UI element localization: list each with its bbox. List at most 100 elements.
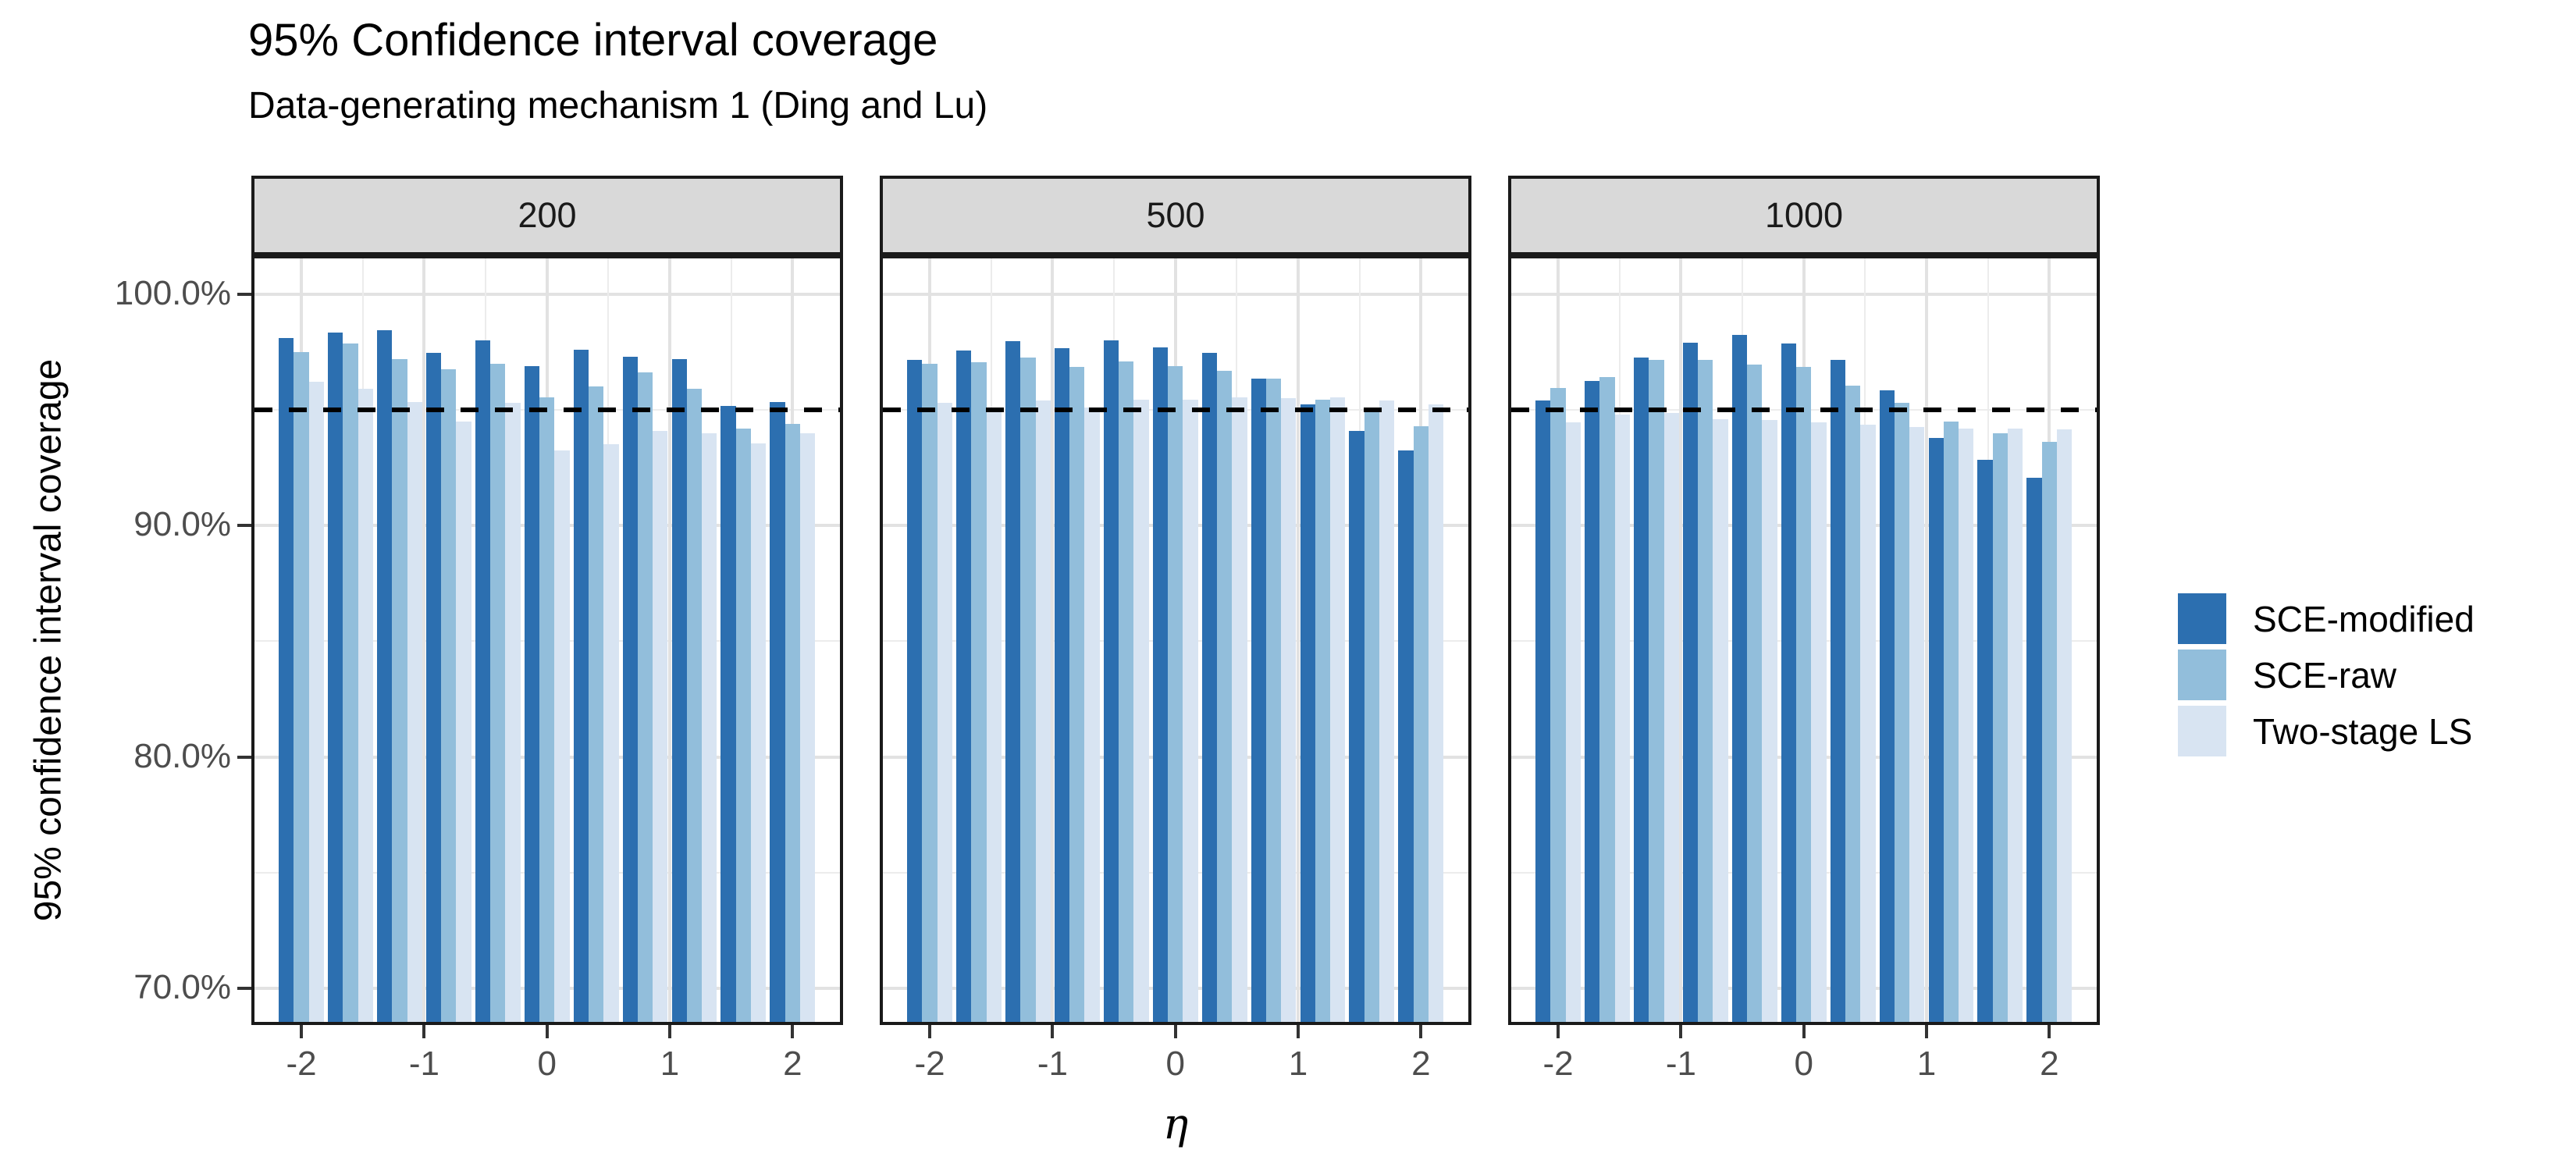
bar-sce-modified bbox=[770, 401, 785, 1022]
x-tick-mark bbox=[300, 1025, 304, 1038]
bar-sce-raw bbox=[1119, 361, 1134, 1022]
x-tick-mark bbox=[928, 1025, 932, 1038]
bar-sce-raw bbox=[735, 428, 752, 1022]
bar-sce-modified bbox=[1682, 342, 1699, 1022]
x-tick-label: 2 bbox=[783, 1045, 802, 1083]
bar-sce-modified bbox=[720, 406, 736, 1022]
x-tick-mark bbox=[1419, 1025, 1423, 1038]
y-tick-label: 100.0% bbox=[114, 273, 231, 312]
y-tick-mark bbox=[237, 987, 251, 991]
bar-sce-raw bbox=[1315, 399, 1331, 1022]
bar-two-stage-ls bbox=[1379, 400, 1395, 1022]
bar-sce-modified bbox=[1731, 334, 1748, 1022]
bar-sce-modified bbox=[475, 340, 491, 1022]
x-tick-label: -2 bbox=[286, 1045, 317, 1083]
x-tick-label: -2 bbox=[1542, 1045, 1574, 1083]
bar-two-stage-ls bbox=[358, 389, 373, 1022]
reference-line-95 bbox=[1511, 407, 2097, 412]
bar-sce-raw bbox=[1845, 385, 1861, 1022]
legend-swatch-sce-raw bbox=[2178, 650, 2226, 700]
bar-sce-raw bbox=[785, 423, 800, 1022]
y-tick-label: 70.0% bbox=[133, 968, 231, 1007]
bar-two-stage-ls bbox=[1959, 428, 1974, 1022]
bar-sce-modified bbox=[1005, 341, 1021, 1022]
x-tick-label: -1 bbox=[408, 1045, 439, 1083]
bar-sce-modified bbox=[376, 329, 393, 1022]
bar-sce-raw bbox=[1265, 378, 1282, 1022]
legend-label: Two-stage LS bbox=[2253, 710, 2473, 752]
x-tick-mark bbox=[1051, 1025, 1055, 1038]
bar-two-stage-ls bbox=[1762, 420, 1777, 1022]
bar-sce-raw bbox=[1069, 367, 1085, 1022]
bar-two-stage-ls bbox=[1663, 413, 1679, 1022]
facet-strip: 200 bbox=[251, 176, 843, 255]
bar-two-stage-ls bbox=[603, 444, 619, 1022]
x-tick-mark bbox=[545, 1025, 549, 1038]
plot-title: 95% Confidence interval coverage bbox=[248, 15, 938, 66]
bar-sce-modified bbox=[1201, 353, 1217, 1022]
legend-entry: Two-stage LS bbox=[2178, 706, 2475, 756]
x-tick-mark bbox=[1679, 1025, 1683, 1038]
bar-sce-raw bbox=[441, 369, 457, 1022]
bar-two-stage-ls bbox=[1614, 414, 1630, 1022]
bar-sce-raw bbox=[1747, 365, 1763, 1022]
bar-sce-raw bbox=[539, 397, 555, 1022]
bar-two-stage-ls bbox=[407, 401, 422, 1022]
bar-sce-raw bbox=[1992, 432, 2008, 1022]
x-tick-mark bbox=[2048, 1025, 2051, 1038]
gridline-vertical-major bbox=[668, 258, 671, 1022]
y-axis-title: 95% confidence interval coverage bbox=[27, 358, 69, 922]
reference-line-95 bbox=[883, 407, 1468, 412]
bar-two-stage-ls bbox=[1232, 397, 1247, 1022]
legend-swatch-sce-modified bbox=[2178, 593, 2226, 644]
bar-sce-modified bbox=[1152, 347, 1169, 1022]
y-tick-label: 90.0% bbox=[133, 505, 231, 544]
bar-sce-modified bbox=[956, 351, 972, 1022]
y-tick-label: 80.0% bbox=[133, 736, 231, 775]
legend-label: SCE-modified bbox=[2253, 598, 2475, 639]
bar-two-stage-ls bbox=[1428, 404, 1444, 1022]
x-tick-label: 2 bbox=[1411, 1045, 1431, 1083]
bar-two-stage-ls bbox=[505, 403, 521, 1022]
bar-sce-raw bbox=[1168, 365, 1183, 1022]
bar-sce-raw bbox=[637, 372, 653, 1022]
bar-sce-modified bbox=[1535, 400, 1551, 1022]
x-tick-label: -2 bbox=[914, 1045, 945, 1083]
bar-sce-modified bbox=[622, 356, 638, 1022]
x-tick-label: 0 bbox=[1794, 1045, 1813, 1083]
bar-two-stage-ls bbox=[1035, 400, 1051, 1022]
x-tick-label: -1 bbox=[1665, 1045, 1696, 1083]
y-tick-mark bbox=[237, 292, 251, 296]
x-tick-mark bbox=[791, 1025, 795, 1038]
x-tick-label: 1 bbox=[660, 1045, 680, 1083]
x-tick-mark bbox=[422, 1025, 426, 1038]
bar-two-stage-ls bbox=[1811, 422, 1827, 1022]
bar-sce-raw bbox=[588, 386, 604, 1022]
facet-strip: 1000 bbox=[1508, 176, 2100, 255]
legend-label: SCE-raw bbox=[2253, 654, 2397, 696]
gridline-vertical-major bbox=[1679, 258, 1683, 1022]
bar-sce-modified bbox=[1830, 360, 1845, 1022]
bar-sce-raw bbox=[294, 351, 309, 1022]
bar-two-stage-ls bbox=[986, 411, 1002, 1022]
bar-two-stage-ls bbox=[308, 382, 324, 1022]
bar-sce-modified bbox=[1977, 459, 1993, 1022]
bar-sce-modified bbox=[425, 353, 442, 1022]
bar-sce-raw bbox=[1216, 370, 1233, 1022]
bar-two-stage-ls bbox=[1133, 399, 1149, 1022]
x-tick-mark bbox=[668, 1025, 671, 1038]
bar-two-stage-ls bbox=[751, 443, 767, 1022]
bar-sce-raw bbox=[1649, 360, 1664, 1022]
bar-two-stage-ls bbox=[2056, 429, 2073, 1022]
facet-strip-label: 1000 bbox=[1764, 195, 1844, 235]
bar-two-stage-ls bbox=[1565, 422, 1581, 1022]
y-tick-mark bbox=[237, 524, 251, 528]
x-tick-mark bbox=[1297, 1025, 1300, 1038]
x-tick-label: 0 bbox=[1165, 1045, 1185, 1083]
bar-sce-modified bbox=[671, 358, 687, 1022]
facet-panel bbox=[251, 255, 843, 1025]
x-tick-mark bbox=[1173, 1025, 1177, 1038]
bar-sce-modified bbox=[1349, 430, 1364, 1022]
bar-sce-modified bbox=[1054, 348, 1070, 1022]
